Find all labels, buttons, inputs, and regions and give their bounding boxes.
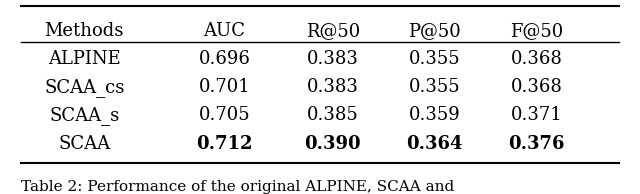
Text: Table 2: Performance of the original ALPINE, SCAA and: Table 2: Performance of the original ALP… bbox=[20, 180, 454, 194]
Text: 0.712: 0.712 bbox=[196, 134, 253, 152]
Text: F@50: F@50 bbox=[510, 22, 563, 40]
Text: 0.383: 0.383 bbox=[307, 50, 358, 68]
Text: 0.368: 0.368 bbox=[511, 50, 563, 68]
Text: 0.355: 0.355 bbox=[409, 78, 461, 96]
Text: Methods: Methods bbox=[45, 22, 124, 40]
Text: SCAA: SCAA bbox=[58, 134, 110, 152]
Text: ALPINE: ALPINE bbox=[48, 50, 120, 68]
Text: 0.355: 0.355 bbox=[409, 50, 461, 68]
Text: 0.701: 0.701 bbox=[198, 78, 250, 96]
Text: R@50: R@50 bbox=[306, 22, 360, 40]
Text: 0.383: 0.383 bbox=[307, 78, 358, 96]
Text: 0.359: 0.359 bbox=[409, 107, 461, 124]
Text: 0.368: 0.368 bbox=[511, 78, 563, 96]
Text: SCAA_cs: SCAA_cs bbox=[44, 78, 124, 97]
Text: P@50: P@50 bbox=[408, 22, 461, 40]
Text: 0.385: 0.385 bbox=[307, 107, 358, 124]
Text: 0.390: 0.390 bbox=[305, 134, 361, 152]
Text: 0.705: 0.705 bbox=[198, 107, 250, 124]
Text: 0.364: 0.364 bbox=[406, 134, 463, 152]
Text: 0.371: 0.371 bbox=[511, 107, 563, 124]
Text: SCAA_s: SCAA_s bbox=[49, 106, 119, 125]
Text: 0.696: 0.696 bbox=[198, 50, 250, 68]
Text: 0.376: 0.376 bbox=[508, 134, 565, 152]
Text: AUC: AUC bbox=[204, 22, 245, 40]
